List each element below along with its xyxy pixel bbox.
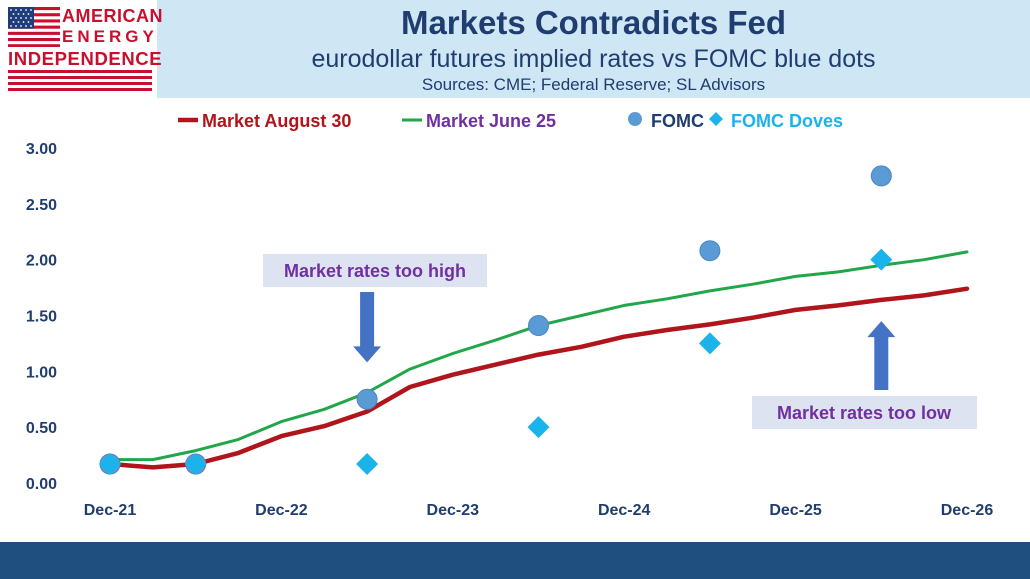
- y-axis: 0.00 0.50 1.00 1.50 2.00 2.50 3.00: [26, 141, 57, 493]
- legend-label: FOMC Doves: [731, 111, 843, 131]
- y-tick-label: 2.00: [26, 253, 57, 270]
- y-tick-label: 0.50: [26, 420, 57, 437]
- x-axis: Dec-21 Dec-22 Dec-23 Dec-24 Dec-25 Dec-26: [84, 502, 994, 519]
- fomc-dove-point: [99, 453, 121, 476]
- annotation-box-low: [752, 396, 977, 429]
- x-tick-label: Dec-21: [84, 502, 137, 519]
- fomc-point: [528, 315, 549, 337]
- annotation-text-high: Market rates too high: [284, 261, 466, 281]
- x-tick-label: Dec-23: [427, 502, 480, 519]
- arrow-down-icon: [353, 292, 382, 363]
- fomc-dove-point: [184, 453, 207, 476]
- legend-label: FOMC: [651, 111, 704, 131]
- chart: Market August 30 Market June 25 FOMC FOMC D…: [26, 111, 994, 519]
- y-tick-label: 2.50: [26, 197, 57, 214]
- fomc-point: [356, 388, 378, 410]
- fomc-dove-point: [356, 453, 379, 476]
- y-tick-label: 0.00: [26, 476, 57, 493]
- legend-swatch-diamond: [709, 112, 723, 126]
- y-tick-label: 1.00: [26, 364, 57, 381]
- fomc-dove-point: [870, 248, 893, 271]
- footer-bar: [0, 542, 1030, 579]
- chart-title: Markets Contradicts Fed: [400, 4, 787, 41]
- chart-sources: Sources: CME; Federal Reserve; SL Adviso…: [421, 75, 766, 94]
- annotation-box-high: [263, 254, 487, 287]
- legend-swatch-circle: [628, 112, 642, 126]
- x-tick-label: Dec-26: [941, 502, 994, 519]
- arrow-up-icon: [867, 321, 896, 390]
- chart-subtitle: eurodollar futures implied rates vs FOMC…: [311, 45, 876, 73]
- annotation-text-low: Market rates too low: [777, 403, 952, 423]
- header-band: [0, 0, 1030, 98]
- y-tick-label: 3.00: [26, 141, 57, 158]
- x-tick-label: Dec-24: [598, 502, 651, 519]
- logo-line-3: INDEPENDENCE: [8, 48, 163, 69]
- fomc-point: [870, 165, 892, 187]
- fomc-dove-point: [698, 332, 721, 355]
- annotation-layer: Market rates too high Market rates too lo…: [263, 254, 977, 429]
- logo-line-1: AMERICAN: [62, 6, 163, 26]
- x-tick-label: Dec-22: [255, 502, 308, 519]
- x-tick-label: Dec-25: [769, 502, 822, 519]
- y-tick-label: 1.50: [26, 309, 57, 326]
- fomc-point: [699, 240, 721, 262]
- us-flag-icon: [8, 7, 60, 47]
- logo: AMERICAN ENERGY INDEPENDENCE: [0, 0, 163, 98]
- series-layer: [99, 165, 970, 476]
- legend-label: Market August 30: [202, 111, 351, 131]
- fomc-dove-point: [527, 416, 550, 439]
- logo-stripes: [8, 70, 152, 91]
- series-line-market-august-30: [107, 286, 970, 470]
- legend: Market August 30 Market June 25 FOMC FOMC D…: [178, 111, 843, 131]
- legend-label: Market June 25: [426, 111, 556, 131]
- logo-line-2: ENERGY: [62, 27, 158, 46]
